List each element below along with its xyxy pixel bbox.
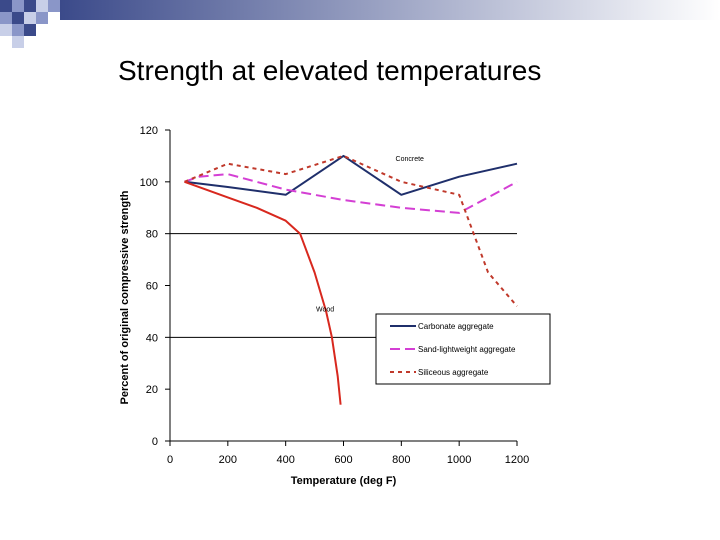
x-tick-label: 800 [392, 454, 410, 466]
top-gradient-bar [60, 0, 720, 20]
y-tick-label: 60 [146, 281, 158, 293]
x-tick-label: 600 [334, 454, 352, 466]
series-line-1 [184, 173, 518, 214]
legend-label: Siliceous aggregate [418, 368, 489, 377]
series-line-2 [184, 154, 518, 307]
corner-decoration [0, 0, 60, 48]
x-tick-label: 0 [167, 454, 173, 466]
legend-label: Carbonate aggregate [418, 322, 494, 331]
x-tick-label: 1200 [505, 454, 529, 466]
x-tick-label: 1000 [447, 454, 471, 466]
x-tick-label: 200 [219, 454, 237, 466]
y-axis-title: Percent of original compressive strength [119, 190, 131, 404]
y-tick-label: 0 [152, 436, 158, 448]
y-tick-label: 40 [146, 332, 158, 344]
x-tick-label: 400 [276, 454, 294, 466]
slide-title: Strength at elevated temperatures [118, 55, 542, 86]
y-tick-label: 100 [140, 177, 158, 189]
y-tick-label: 20 [146, 384, 158, 396]
legend: Carbonate aggregate Sand-lightweight aggr… [375, 313, 551, 385]
x-axis-title: Temperature (deg F) [291, 475, 397, 487]
series-lines [184, 154, 518, 405]
y-tick-label: 80 [146, 229, 158, 241]
series-line-0 [184, 154, 518, 196]
series-line-3 [184, 180, 342, 405]
annotation-label: Wood [316, 306, 334, 313]
legend-label: Sand-lightweight aggregate [418, 345, 516, 354]
annotations: Concrete Wood [316, 156, 424, 313]
y-tick-label: 120 [140, 125, 158, 137]
annotation-label: Concrete [396, 156, 425, 163]
